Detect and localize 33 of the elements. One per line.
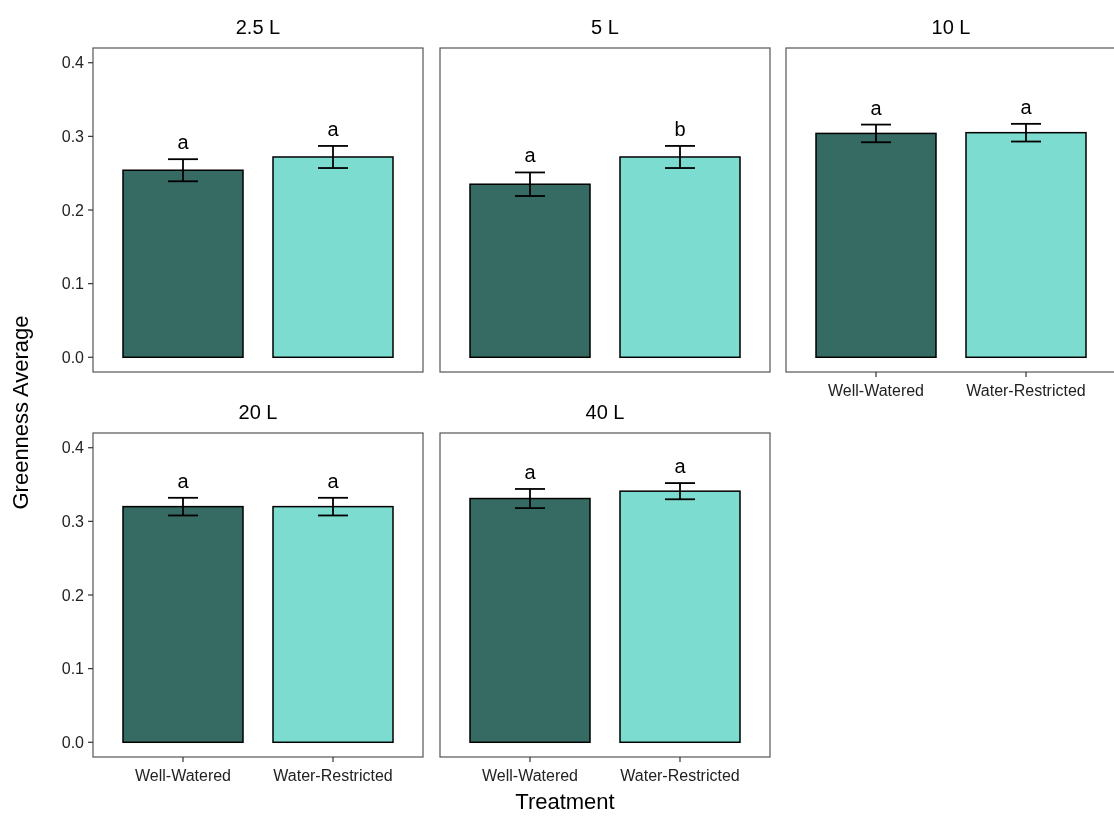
annotation: b (674, 117, 686, 140)
annotation: a (327, 469, 340, 492)
x-tick-label: Well-Watered (134, 767, 232, 784)
chart-title: 2.5 L (235, 16, 281, 38)
y-tick-label: 0.3 (61, 127, 85, 145)
y-tick-label: 0.3 (61, 512, 85, 530)
chart-title: 40 L (585, 401, 625, 423)
annotation: a (524, 144, 537, 167)
x-tick-label: Well-Watered (481, 767, 579, 784)
y-tick-label: 0.4 (61, 439, 85, 457)
y-tick-label: 0.0 (61, 348, 85, 366)
chart-title: 10 L (931, 16, 971, 38)
y-tick-label: 0.0 (61, 733, 85, 751)
annotation: a (524, 460, 537, 483)
x-tick-label: Well-Watered (827, 382, 925, 399)
annotation: a (674, 455, 687, 478)
y-tick-label: 0.4 (61, 54, 85, 72)
annotation: a (177, 131, 190, 154)
x-tick-label: Water-Restricted (273, 767, 393, 784)
y-tick-label: 0.2 (61, 586, 85, 604)
x-tick-label: Water-Restricted (966, 382, 1086, 399)
y-axis-title: Greenness Average (8, 315, 33, 510)
annotation: a (327, 117, 340, 140)
chart-title: 20 L (238, 401, 278, 423)
annotation: a (1020, 95, 1033, 118)
y-tick-label: 0.1 (61, 660, 85, 678)
annotation: a (870, 96, 883, 119)
x-tick-label: Water-Restricted (620, 767, 740, 784)
x-axis-title: Treatment (515, 789, 615, 814)
y-tick-label: 0.2 (61, 201, 85, 219)
chart-title: 5 L (591, 16, 619, 38)
annotation: a (177, 469, 190, 492)
y-tick-label: 0.1 (61, 275, 85, 293)
